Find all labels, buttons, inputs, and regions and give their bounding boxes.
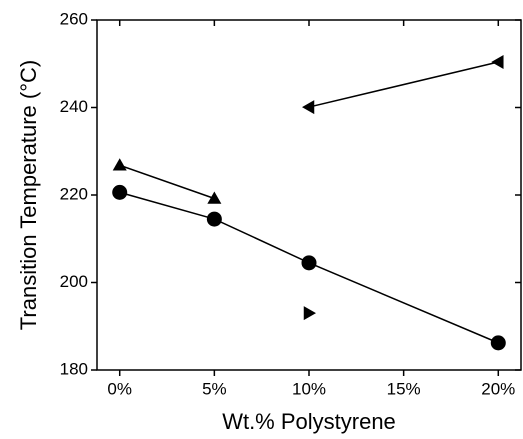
- series-line: [119, 191, 499, 344]
- series-line: [119, 164, 215, 200]
- y-tick-label: 180: [60, 359, 88, 378]
- marker: [112, 158, 127, 171]
- y-tick-label: 200: [60, 272, 88, 291]
- marker: [301, 255, 317, 271]
- x-tick-label: 0%: [107, 379, 132, 398]
- marker: [303, 306, 316, 321]
- marker: [207, 191, 222, 204]
- series-line: [308, 61, 499, 108]
- x-axis-label: Wt.% Polystyrene: [222, 409, 396, 434]
- marker: [206, 211, 222, 227]
- y-tick-label: 220: [60, 184, 88, 203]
- x-tick-label: 20%: [481, 379, 515, 398]
- marker: [112, 184, 128, 200]
- marker: [490, 335, 506, 351]
- y-tick-label: 240: [60, 97, 88, 116]
- marker: [302, 100, 315, 115]
- x-tick-label: 15%: [387, 379, 421, 398]
- x-tick-label: 5%: [202, 379, 227, 398]
- x-tick-label: 10%: [292, 379, 326, 398]
- y-axis-label: Transition Temperature (°C): [16, 60, 41, 330]
- marker: [491, 55, 504, 69]
- y-tick-label: 260: [60, 9, 88, 28]
